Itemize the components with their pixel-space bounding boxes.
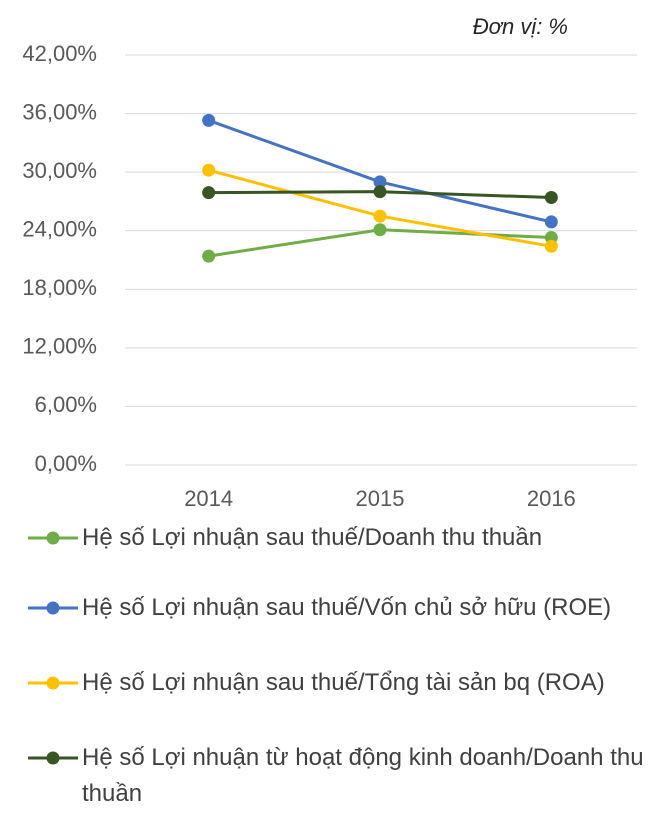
legend-item: Hệ số Lợi nhuận sau thuế/Tổng tài sản bq…: [0, 665, 665, 701]
legend-label: Hệ số Lợi nhuận từ hoạt động kinh doanh/…: [82, 744, 644, 807]
y-tick-label: 36,00%: [22, 99, 97, 124]
legend-label: Hệ số Lợi nhuận sau thuế/Tổng tài sản bq…: [82, 669, 605, 696]
legend-icon: [28, 676, 78, 690]
legend-icon: [28, 751, 78, 765]
y-tick-label: 18,00%: [22, 275, 97, 300]
data-point: [373, 185, 387, 199]
y-tick-label: 24,00%: [22, 217, 97, 242]
legend-item: Hệ số Lợi nhuận từ hoạt động kinh doanh/…: [0, 740, 665, 812]
data-point: [202, 249, 216, 263]
legend-label: Hệ số Lợi nhuận sau thuế/Vốn chủ sở hữu …: [82, 594, 612, 621]
legend-marker: [46, 531, 60, 545]
data-point: [373, 223, 387, 237]
legend-icon: [28, 601, 78, 615]
y-tick-label: 42,00%: [22, 41, 97, 66]
legend-item: Hệ số Lợi nhuận sau thuế/Doanh thu thuần: [0, 520, 665, 556]
data-point: [544, 191, 558, 205]
legend-label: Hệ số Lợi nhuận sau thuế/Doanh thu thuần: [82, 524, 543, 551]
chart: Đơn vị: % 0,00% 6,00% 12,00% 18,00% 24,00% 30…: [22, 14, 637, 511]
data-point: [544, 215, 558, 229]
y-tick-label: 30,00%: [22, 158, 97, 183]
legend-marker: [46, 676, 60, 690]
data-point: [202, 113, 216, 127]
data-point: [373, 209, 387, 223]
y-tick-label: 12,00%: [22, 334, 97, 359]
data-point: [544, 239, 558, 253]
legend-marker: [46, 601, 60, 615]
y-tick-label: 0,00%: [35, 451, 97, 476]
legend-item: Hệ số Lợi nhuận sau thuế/Vốn chủ sở hữu …: [0, 590, 665, 626]
x-tick-label: 2014: [184, 486, 233, 511]
data-point: [373, 175, 387, 189]
legend-icon: [28, 531, 78, 545]
data-point: [202, 186, 216, 200]
legend-marker: [46, 751, 60, 765]
x-tick-label: 2016: [527, 486, 576, 511]
unit-note: Đơn vị: %: [473, 14, 568, 39]
series-line: [208, 118, 552, 224]
x-tick-label: 2015: [356, 486, 405, 511]
data-point: [202, 163, 216, 177]
y-tick-label: 6,00%: [35, 392, 97, 417]
